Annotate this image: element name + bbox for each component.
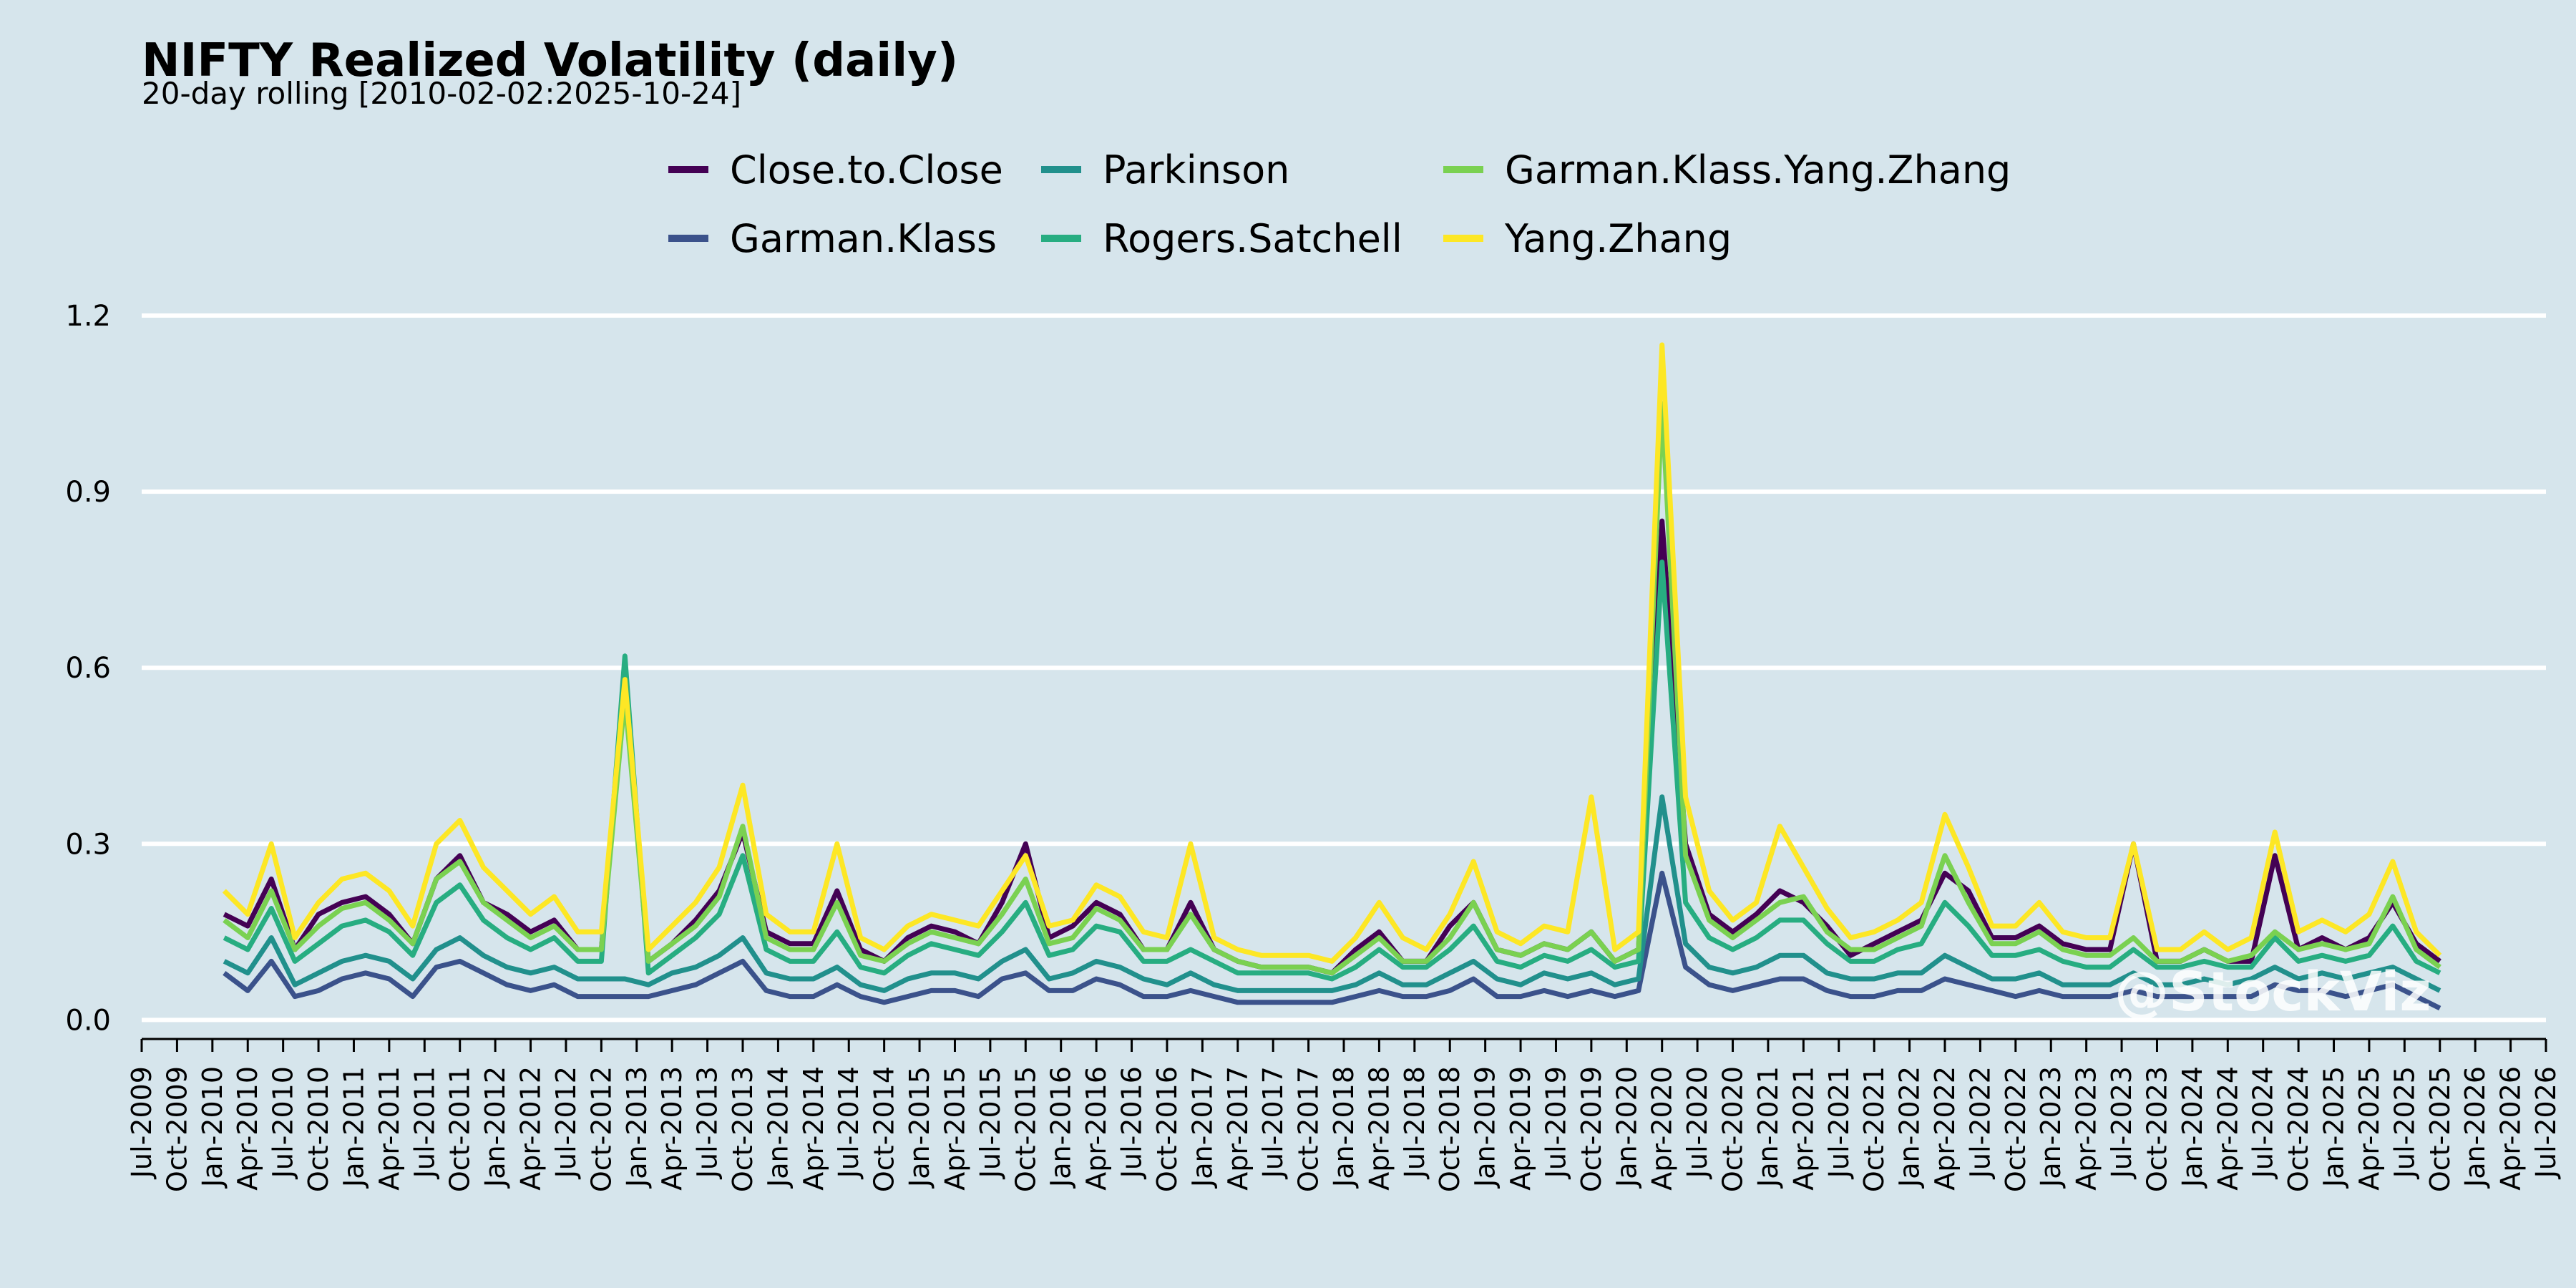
watermark: @StockViz: [2114, 960, 2431, 1023]
x-tick-label: Jan-2015: [904, 1066, 935, 1189]
series-line-parkinson: [223, 794, 2441, 993]
x-tick-label: Jul-2021: [1823, 1066, 1855, 1179]
legend: Close.to.Close Garman.Klass Parkinson Roger…: [668, 147, 2011, 261]
x-tick-label: Apr-2018: [1363, 1066, 1395, 1191]
x-tick-label: Jan-2023: [2035, 1066, 2067, 1189]
x-tick-label: Jul-2013: [692, 1066, 723, 1179]
x-tick-label: Jul-2023: [2106, 1066, 2137, 1179]
x-tick-label: Jul-2025: [2389, 1066, 2420, 1179]
x-tick-label: Oct-2020: [1717, 1066, 1749, 1192]
x-tick-label: Apr-2017: [1222, 1066, 1254, 1191]
x-tick-label: Apr-2014: [798, 1066, 829, 1191]
x-tick-label: Jan-2026: [2459, 1066, 2491, 1189]
legend-label: Parkinson: [1103, 147, 1289, 192]
x-tick-label: Jul-2014: [833, 1066, 864, 1179]
x-tick-label: Apr-2016: [1080, 1066, 1112, 1191]
x-tick-label: Apr-2021: [1787, 1066, 1819, 1191]
x-tick-label: Oct-2014: [869, 1066, 900, 1192]
x-tick-label: Jan-2014: [762, 1066, 794, 1189]
x-tick-label: Oct-2017: [1293, 1066, 1324, 1192]
y-tick-label: 0.3: [65, 828, 111, 861]
x-tick-label: Jul-2018: [1399, 1066, 1430, 1179]
x-tick-label: Jul-2016: [1116, 1066, 1148, 1179]
x-tick-label: Oct-2018: [1434, 1066, 1465, 1192]
x-tick-label: Jan-2019: [1470, 1066, 1501, 1189]
gridlines: [142, 313, 2546, 1023]
x-tick-label: Jan-2017: [1186, 1066, 1218, 1189]
legend-label: Garman.Klass: [730, 216, 997, 261]
x-tick-label: Oct-2012: [585, 1066, 617, 1192]
x-tick-label: Jul-2015: [975, 1066, 1006, 1179]
x-tick-label: Jan-2010: [197, 1066, 228, 1189]
y-tick-label: 0.6: [65, 652, 111, 685]
legend-label: Garman.Klass.Yang.Zhang: [1505, 147, 2011, 192]
x-tick-label: Oct-2019: [1576, 1066, 1607, 1192]
legend-label: Close.to.Close: [730, 147, 1003, 192]
x-tick-label: Jul-2010: [268, 1066, 299, 1179]
y-tick-label: 0.9: [65, 476, 111, 509]
chart-title: NIFTY Realized Volatility (daily): [142, 34, 958, 87]
x-tick-label: Oct-2011: [444, 1066, 476, 1192]
x-tick-label: Oct-2025: [2424, 1066, 2456, 1192]
x-tick-label: Jul-2019: [1541, 1066, 1572, 1179]
x-tick-label: Jan-2025: [2318, 1066, 2350, 1189]
x-tick-label: Jul-2012: [550, 1066, 582, 1179]
legend-label: Yang.Zhang: [1504, 216, 1732, 261]
y-tick-label: 0.0: [65, 1004, 111, 1037]
x-tick-label: Apr-2025: [2353, 1066, 2385, 1191]
x-tick-label: Oct-2016: [1151, 1066, 1183, 1192]
x-tick-label: Jan-2013: [621, 1066, 653, 1189]
x-tick-label: Apr-2013: [656, 1066, 688, 1191]
x-tick-label: Oct-2009: [161, 1066, 192, 1192]
x-tick-label: Oct-2024: [2283, 1066, 2314, 1192]
x-tick-label: Apr-2019: [1505, 1066, 1536, 1191]
y-tick-label: 1.2: [65, 300, 111, 333]
x-tick-label: Oct-2013: [727, 1066, 758, 1192]
series-line-yang-zhang: [222, 342, 2442, 964]
x-tick-label: Jul-2024: [2248, 1066, 2279, 1179]
series-line-rogers-satchell: [223, 560, 2441, 982]
x-tick-label: Jan-2011: [338, 1066, 370, 1189]
x-tick-label: Jan-2024: [2177, 1066, 2208, 1189]
series-line-garman-klass: [223, 870, 2441, 1011]
x-tick-label: Apr-2026: [2495, 1066, 2527, 1191]
x-tick-label: Apr-2020: [1646, 1066, 1678, 1191]
x-tick-label: Apr-2015: [940, 1066, 971, 1191]
x-tick-label: Oct-2021: [1858, 1066, 1890, 1192]
x-tick-label: Jan-2020: [1611, 1066, 1642, 1189]
y-axis-ticks: 0.0 0.3 0.6 0.9 1.2: [65, 300, 111, 1037]
x-tick-label: Apr-2023: [2071, 1066, 2102, 1191]
x-tick-label: Jan-2016: [1045, 1066, 1077, 1189]
series-lines: [222, 342, 2442, 1011]
x-tick-label: Apr-2022: [1929, 1066, 1961, 1191]
x-tick-label: Apr-2024: [2212, 1066, 2243, 1191]
x-tick-label: Jan-2018: [1328, 1066, 1360, 1189]
x-tick-label: Oct-2023: [2142, 1066, 2173, 1192]
x-tick-label: Apr-2011: [374, 1066, 405, 1191]
x-tick-label: Jul-2020: [1682, 1066, 1713, 1179]
chart-subtitle: 20-day rolling [2010-02-02:2025-10-24]: [142, 76, 741, 111]
x-tick-label: Jan-2021: [1752, 1066, 1784, 1189]
x-tick-label: Jul-2009: [126, 1066, 157, 1179]
x-tick-label: Oct-2022: [2000, 1066, 2031, 1192]
x-tick-label: Jan-2012: [479, 1066, 511, 1189]
series-line-garman-klass-yang-zhang: [223, 401, 2441, 976]
x-tick-label: Apr-2010: [232, 1066, 263, 1191]
x-tick-label: Jul-2011: [409, 1066, 440, 1179]
x-tick-label: Jan-2022: [1894, 1066, 1926, 1189]
legend-label: Rogers.Satchell: [1103, 216, 1402, 261]
x-tick-label: Jul-2017: [1257, 1066, 1289, 1179]
x-tick-label: Oct-2010: [303, 1066, 334, 1192]
x-tick-label: Apr-2012: [515, 1066, 547, 1191]
x-axis: Jul-2009 Oct-2009 Jan-2010 Apr-2010 Jul-2010…: [126, 1038, 2562, 1192]
x-tick-label: Jul-2026: [2530, 1066, 2562, 1179]
x-tick-label: Jul-2022: [1964, 1066, 1996, 1179]
x-tick-label: Oct-2015: [1010, 1066, 1041, 1192]
